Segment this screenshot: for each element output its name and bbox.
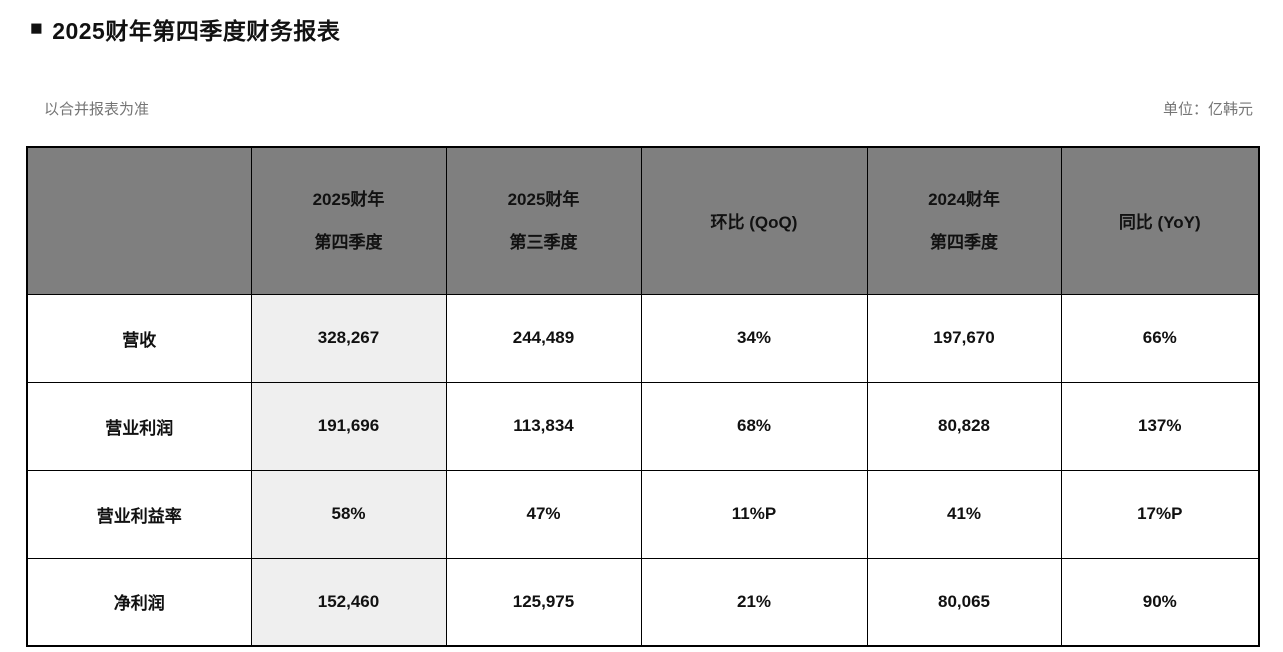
col-header-lines: 2025财年 第三季度 bbox=[447, 191, 641, 251]
col-header-line: 2025财年 bbox=[312, 189, 385, 209]
cell-value: 80,065 bbox=[866, 557, 1062, 647]
cell-value: 152,460 bbox=[250, 557, 447, 647]
cell-value: 58% bbox=[250, 469, 447, 559]
cell-value: 328,267 bbox=[250, 293, 447, 383]
cell-value: 47% bbox=[445, 469, 642, 559]
row-label: 营业利益率 bbox=[26, 469, 252, 559]
cell-value: 34% bbox=[640, 293, 868, 383]
page-title: ■ 2025财年第四季度财务报表 bbox=[30, 12, 1283, 46]
financial-table: 2025财年 第四季度 2025财年 第三季度 环比 (QoQ) 2024财年 … bbox=[26, 146, 1260, 647]
col-header-fy2024-q4: 2024财年 第四季度 bbox=[866, 146, 1062, 295]
cell-value: 66% bbox=[1060, 293, 1260, 383]
col-header-lines: 2025财年 第四季度 bbox=[252, 191, 446, 251]
col-header-line: 第四季度 bbox=[314, 232, 383, 252]
col-header-lines: 2024财年 第四季度 bbox=[868, 191, 1061, 251]
table-row-operating-margin: 营业利益率 58% 47% 11%P 41% 17%P bbox=[26, 469, 1260, 559]
cell-value: 80,828 bbox=[866, 381, 1062, 471]
header-row: 2025财年 第四季度 2025财年 第三季度 环比 (QoQ) 2024财年 … bbox=[26, 146, 1260, 295]
col-header-line: 第三季度 bbox=[509, 232, 578, 252]
page-title-text: 2025财年第四季度财务报表 bbox=[52, 18, 341, 44]
cell-value: 191,696 bbox=[250, 381, 447, 471]
table-row-net-profit: 净利润 152,460 125,975 21% 80,065 90% bbox=[26, 557, 1260, 647]
cell-value: 90% bbox=[1060, 557, 1260, 647]
meta-row: 以合并报表为准 单位：亿韩元 bbox=[44, 98, 1253, 119]
table-row-revenue: 营收 328,267 244,489 34% 197,670 66% bbox=[26, 293, 1260, 383]
cell-value: 197,670 bbox=[866, 293, 1062, 383]
consolidation-note: 以合并报表为准 bbox=[44, 101, 150, 118]
col-header-qoq: 环比 (QoQ) bbox=[640, 146, 868, 295]
col-header-line: 2024财年 bbox=[928, 189, 1000, 209]
col-header-line: 第四季度 bbox=[930, 232, 998, 252]
cell-value: 21% bbox=[640, 557, 868, 647]
cell-value: 41% bbox=[866, 469, 1062, 559]
col-header-empty bbox=[26, 146, 252, 295]
cell-value: 137% bbox=[1060, 381, 1260, 471]
col-header-fy2025-q3: 2025财年 第三季度 bbox=[445, 146, 642, 295]
cell-value: 113,834 bbox=[445, 381, 642, 471]
unit-label: 单位：亿韩元 bbox=[1162, 101, 1253, 118]
row-label: 营业利润 bbox=[26, 381, 252, 471]
col-header-fy2025-q4: 2025财年 第四季度 bbox=[250, 146, 447, 295]
row-label: 净利润 bbox=[26, 557, 252, 647]
cell-value: 11%P bbox=[640, 469, 868, 559]
table-row-operating-profit: 营业利润 191,696 113,834 68% 80,828 137% bbox=[26, 381, 1260, 471]
square-bullet-icon: ■ bbox=[30, 16, 44, 40]
cell-value: 125,975 bbox=[445, 557, 642, 647]
cell-value: 17%P bbox=[1060, 469, 1260, 559]
col-header-yoy: 同比 (YoY) bbox=[1060, 146, 1260, 295]
cell-value: 244,489 bbox=[445, 293, 642, 383]
row-label: 营收 bbox=[26, 293, 252, 383]
cell-value: 68% bbox=[640, 381, 868, 471]
col-header-line: 2025财年 bbox=[507, 189, 580, 209]
